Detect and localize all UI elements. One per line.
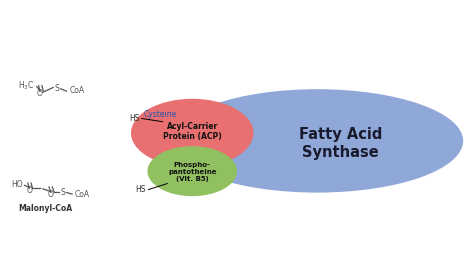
Text: S: S xyxy=(60,188,65,197)
Text: O: O xyxy=(26,186,32,195)
Circle shape xyxy=(131,99,254,167)
Ellipse shape xyxy=(171,89,463,193)
Text: HO: HO xyxy=(11,180,23,189)
Text: Fatty Acid
Synthase: Fatty Acid Synthase xyxy=(299,127,383,160)
Text: O: O xyxy=(37,89,43,98)
Text: Malonyl-CoA: Malonyl-CoA xyxy=(18,203,72,213)
Text: CoA: CoA xyxy=(75,190,90,198)
Text: Cysteine: Cysteine xyxy=(144,110,177,119)
Text: H$_3$C: H$_3$C xyxy=(18,79,35,92)
Text: HS: HS xyxy=(136,185,146,194)
Circle shape xyxy=(147,146,237,196)
Text: HS: HS xyxy=(129,114,140,123)
Text: Acyl-Carrier
Protein (ACP): Acyl-Carrier Protein (ACP) xyxy=(163,122,222,142)
Text: CoA: CoA xyxy=(69,86,84,95)
Text: O: O xyxy=(47,190,54,199)
Text: S: S xyxy=(55,84,59,93)
Text: Phospho-
pantotheine
(Vit. B5): Phospho- pantotheine (Vit. B5) xyxy=(168,162,217,182)
